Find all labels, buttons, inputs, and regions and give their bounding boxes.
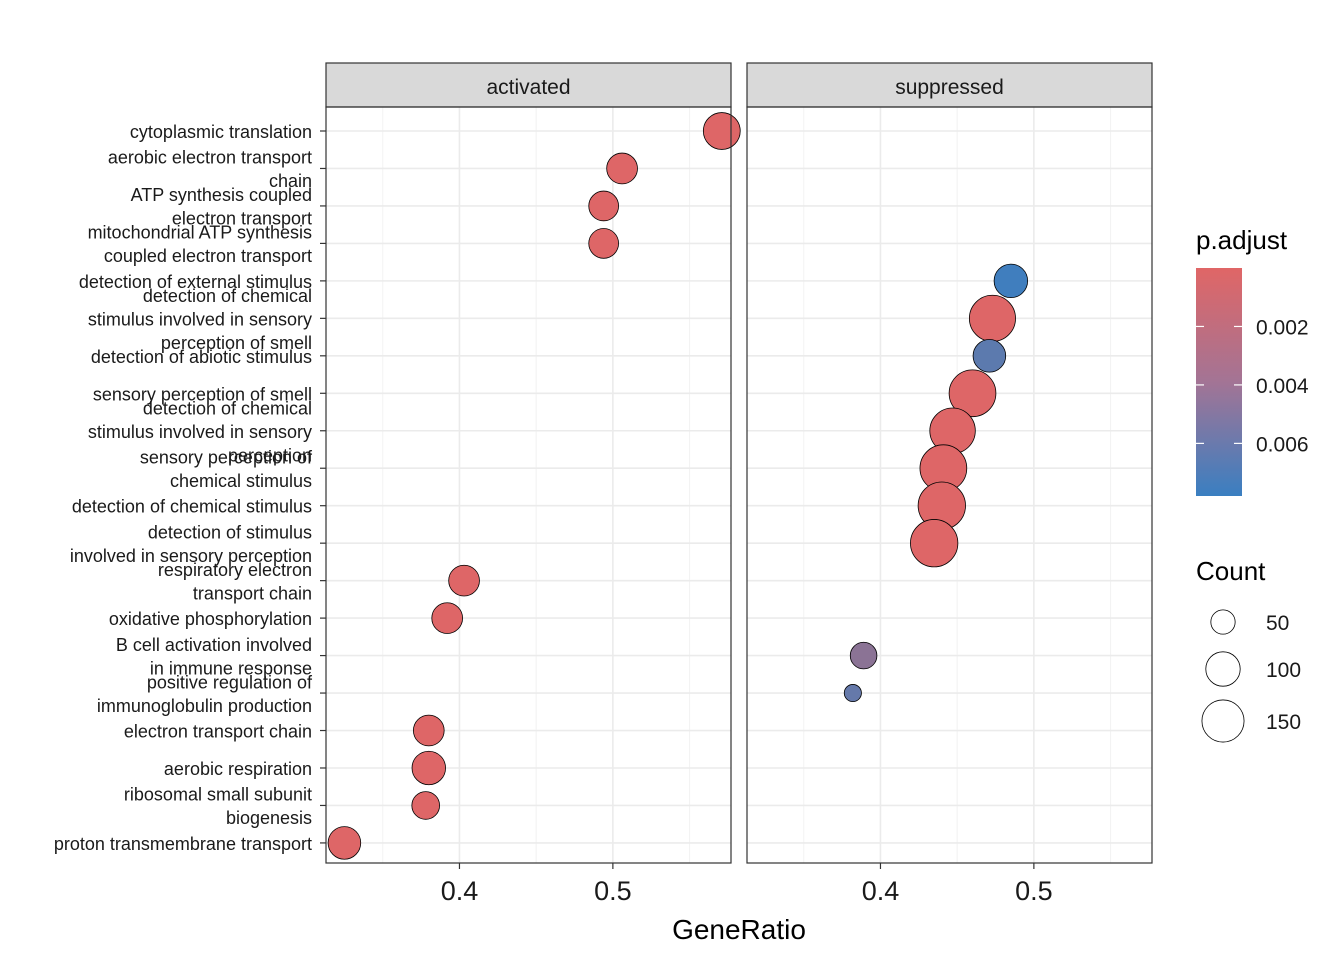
y-tick-label: involved in sensory perception xyxy=(70,546,312,566)
data-point xyxy=(843,684,862,703)
data-point xyxy=(448,564,480,597)
y-tick-label: electron transport xyxy=(172,209,312,229)
y-tick-label: biogenesis xyxy=(226,808,312,828)
data-point xyxy=(588,228,619,259)
y-tick-label: detection of external stimulus xyxy=(79,272,312,292)
y-tick-label: ribosomal small subunit xyxy=(124,785,312,805)
y-tick-label: B cell activation involved xyxy=(116,635,312,655)
size-legend-label: 100 xyxy=(1266,659,1301,682)
y-tick-label: detection of chemical xyxy=(143,286,312,306)
y-tick-label: detection of chemical stimulus xyxy=(72,497,312,517)
data-point xyxy=(327,826,362,860)
y-tick-label: detection of chemical xyxy=(143,398,312,418)
color-bar xyxy=(1196,268,1242,496)
data-point xyxy=(411,791,440,820)
data-point xyxy=(588,190,619,222)
y-tick-label: coupled electron transport xyxy=(104,246,312,266)
y-axis-labels: cytoplasmic translation aerobic electron … xyxy=(54,122,326,854)
facet-panels: activated suppressed xyxy=(325,62,1153,864)
data-point xyxy=(968,294,1016,342)
size-legend-key xyxy=(1201,699,1245,743)
data-point xyxy=(948,369,997,418)
color-legend-title: p.adjust xyxy=(1196,225,1288,255)
y-tick-label: transport chain xyxy=(193,583,312,603)
y-tick-label: respiratory electron xyxy=(158,560,312,580)
y-tick-label: detection of stimulus xyxy=(148,522,312,542)
data-point xyxy=(702,112,741,150)
y-tick-label: stimulus involved in sensory xyxy=(88,422,312,442)
y-tick-label: aerobic respiration xyxy=(164,759,312,779)
color-legend-label: 0.002 xyxy=(1256,316,1309,339)
panel-background xyxy=(326,107,731,863)
color-legend-label: 0.006 xyxy=(1256,433,1309,456)
size-legend-label: 150 xyxy=(1266,711,1301,734)
y-tick-label: perception of smell xyxy=(161,333,312,353)
data-point xyxy=(606,152,638,185)
y-tick-label: detection of abiotic stimulus xyxy=(91,347,312,367)
size-legend-title: Count xyxy=(1196,556,1266,586)
y-tick-label: stimulus involved in sensory xyxy=(88,309,312,329)
color-legend-label: 0.004 xyxy=(1256,375,1309,398)
size-legend-key xyxy=(1205,651,1241,687)
legends: p.adjust 0.002 0.004 0.006 Count 50 100 150 xyxy=(1196,225,1309,743)
y-tick-label: immunoglobulin production xyxy=(97,696,312,716)
y-tick-label: electron transport chain xyxy=(124,722,312,742)
x-tick-label: 0.5 xyxy=(594,876,632,906)
facet-strip xyxy=(325,62,732,108)
panel-suppressed: suppressed xyxy=(746,62,1153,864)
data-point xyxy=(993,263,1029,299)
data-point xyxy=(972,339,1007,373)
facet-strip xyxy=(746,62,1153,108)
y-tick-label: positive regulation of xyxy=(147,672,313,692)
y-tick-label: sensory perception of xyxy=(140,447,313,467)
data-point xyxy=(412,714,445,747)
size-legend-label: 50 xyxy=(1266,612,1289,635)
data-point xyxy=(849,641,878,670)
y-tick-label: in immune response xyxy=(150,658,312,678)
y-tick-label: ATP synthesis coupled xyxy=(131,185,312,205)
y-tick-label: perception xyxy=(228,445,312,465)
data-point xyxy=(910,519,959,568)
panel-border xyxy=(325,106,732,864)
x-axis-title: GeneRatio xyxy=(672,914,806,945)
y-tick-label: aerobic electron transport xyxy=(108,148,312,168)
data-point xyxy=(431,602,463,634)
facet-strip-label: activated xyxy=(486,76,570,99)
y-tick-label: cytoplasmic translation xyxy=(130,122,312,142)
x-tick-label: 0.4 xyxy=(441,876,479,906)
y-tick-label: proton transmembrane transport xyxy=(54,834,312,854)
y-tick-label: mitochondrial ATP synthesis xyxy=(88,223,312,243)
panel-border xyxy=(746,106,1153,864)
size-legend-key xyxy=(1210,609,1236,635)
x-tick-label: 0.4 xyxy=(862,876,900,906)
panel-activated: activated xyxy=(325,62,741,864)
y-tick-label: sensory perception of smell xyxy=(93,384,312,404)
y-tick-label: oxidative phosphorylation xyxy=(109,609,312,629)
y-tick-label: chain xyxy=(269,171,312,191)
y-tick-label: chemical stimulus xyxy=(170,471,312,491)
facet-strip-label: suppressed xyxy=(895,76,1004,99)
data-point xyxy=(411,750,446,786)
x-axis: 0.4 0.5 0.4 0.5 xyxy=(441,863,1053,906)
x-tick-label: 0.5 xyxy=(1015,876,1053,906)
